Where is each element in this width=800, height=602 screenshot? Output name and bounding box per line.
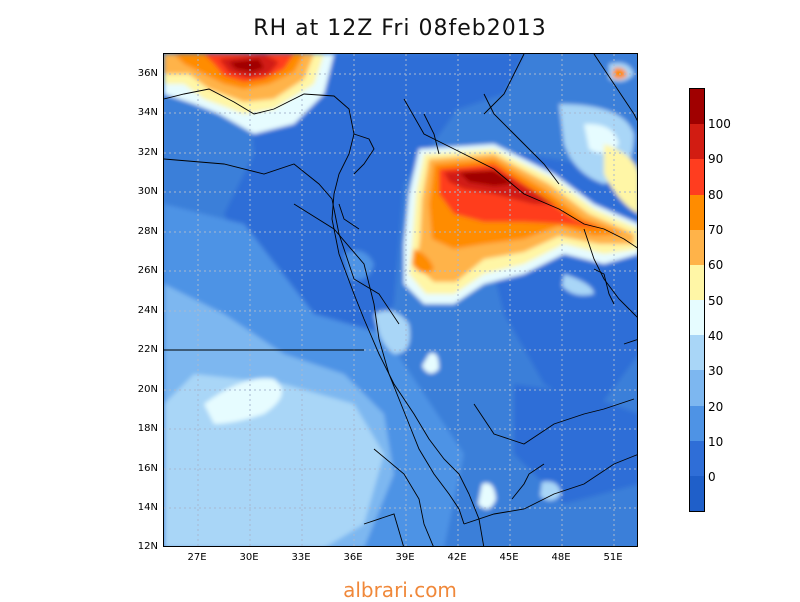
legend-color-swatch — [690, 475, 704, 512]
legend-label: 30 — [708, 364, 724, 378]
legend-label: 60 — [708, 258, 724, 272]
legend-color-swatch — [690, 405, 704, 442]
lat-label: 18N — [137, 423, 158, 434]
lat-label: 28N — [137, 226, 158, 237]
lon-label: 45E — [499, 552, 519, 563]
legend-color-swatch — [690, 89, 704, 125]
lon-label: 36E — [343, 552, 363, 563]
lat-label: 34N — [137, 107, 158, 118]
legend-color-swatch — [690, 194, 704, 231]
site-watermark: albrari.com — [343, 578, 457, 602]
legend-label: 80 — [708, 188, 724, 202]
color-legend-bar — [689, 88, 705, 512]
legend-label: 90 — [708, 152, 724, 166]
lat-label: 16N — [137, 463, 158, 474]
lat-label: 30N — [137, 186, 158, 197]
lat-label: 24N — [137, 305, 158, 316]
legend-color-swatch — [690, 335, 704, 371]
lat-label: 36N — [137, 68, 158, 79]
legend-label: 70 — [708, 223, 724, 237]
legend-label: 100 — [708, 117, 731, 131]
lon-label: 51E — [603, 552, 623, 563]
legend-color-swatch — [690, 124, 704, 160]
legend-label: 10 — [708, 435, 724, 449]
legend-label: 40 — [708, 329, 724, 343]
lon-label: 27E — [187, 552, 207, 563]
rh-field — [164, 54, 637, 546]
lat-label: 12N — [137, 541, 158, 552]
lon-label: 48E — [551, 552, 571, 563]
coastlines — [164, 54, 637, 546]
lon-label: 33E — [291, 552, 311, 563]
lon-label: 39E — [395, 552, 415, 563]
lon-label: 30E — [239, 552, 259, 563]
legend-color-swatch — [690, 300, 704, 336]
lat-label: 20N — [137, 384, 158, 395]
lat-label: 14N — [137, 502, 158, 513]
legend-color-swatch — [690, 229, 704, 266]
lat-label: 22N — [137, 344, 158, 355]
legend-color-swatch — [690, 264, 704, 301]
legend-color-swatch — [690, 370, 704, 406]
graticule — [164, 54, 637, 546]
lat-label: 26N — [137, 265, 158, 276]
rh-map — [163, 53, 638, 547]
legend-color-swatch — [690, 159, 704, 195]
lon-label: 42E — [447, 552, 467, 563]
legend-label: 20 — [708, 400, 724, 414]
legend-label: 50 — [708, 294, 724, 308]
map-title: RH at 12Z Fri 08feb2013 — [253, 16, 547, 41]
legend-color-swatch — [690, 440, 704, 477]
lat-label: 32N — [137, 147, 158, 158]
legend-label: 0 — [708, 470, 716, 484]
